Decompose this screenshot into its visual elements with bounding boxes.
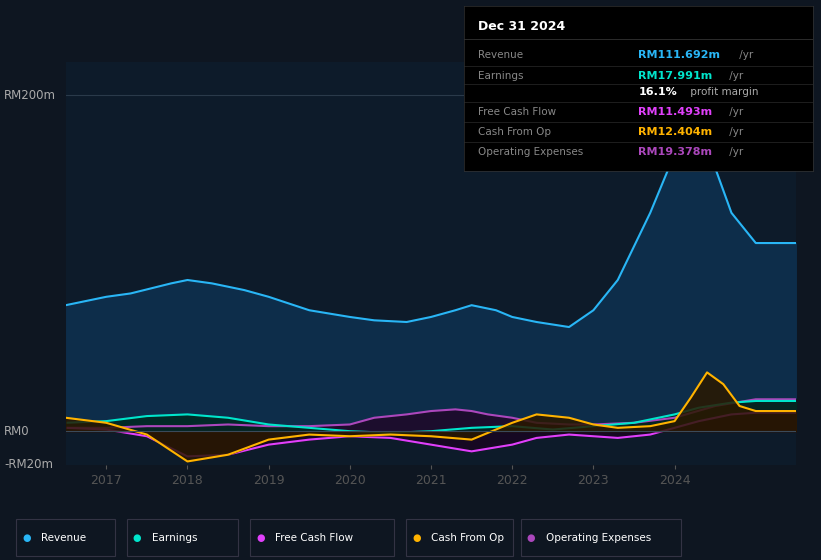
Text: /yr: /yr — [727, 147, 744, 157]
Text: ●: ● — [412, 533, 420, 543]
Text: ●: ● — [22, 533, 30, 543]
Text: RM19.378m: RM19.378m — [639, 147, 713, 157]
Text: RM12.404m: RM12.404m — [639, 127, 713, 137]
Text: /yr: /yr — [727, 107, 744, 117]
Text: /yr: /yr — [727, 71, 744, 81]
Text: -RM20m: -RM20m — [4, 458, 53, 472]
Text: 16.1%: 16.1% — [639, 87, 677, 97]
Text: Earnings: Earnings — [152, 533, 197, 543]
Text: Dec 31 2024: Dec 31 2024 — [478, 21, 565, 34]
Text: Free Cash Flow: Free Cash Flow — [478, 107, 556, 117]
Text: RM200m: RM200m — [4, 88, 56, 102]
Text: Operating Expenses: Operating Expenses — [478, 147, 583, 157]
Text: Revenue: Revenue — [41, 533, 86, 543]
Text: /yr: /yr — [736, 50, 754, 60]
Text: RM111.692m: RM111.692m — [639, 50, 720, 60]
Text: Revenue: Revenue — [478, 50, 523, 60]
Text: RM11.493m: RM11.493m — [639, 107, 713, 117]
Text: ●: ● — [256, 533, 264, 543]
Text: Cash From Op: Cash From Op — [431, 533, 504, 543]
Text: Operating Expenses: Operating Expenses — [546, 533, 651, 543]
Text: Cash From Op: Cash From Op — [478, 127, 551, 137]
Text: RM17.991m: RM17.991m — [639, 71, 713, 81]
Text: RM0: RM0 — [4, 424, 30, 438]
Text: Free Cash Flow: Free Cash Flow — [275, 533, 353, 543]
Text: ●: ● — [527, 533, 535, 543]
Text: /yr: /yr — [727, 127, 744, 137]
Text: ●: ● — [133, 533, 141, 543]
Text: Earnings: Earnings — [478, 71, 523, 81]
Text: profit margin: profit margin — [687, 87, 759, 97]
